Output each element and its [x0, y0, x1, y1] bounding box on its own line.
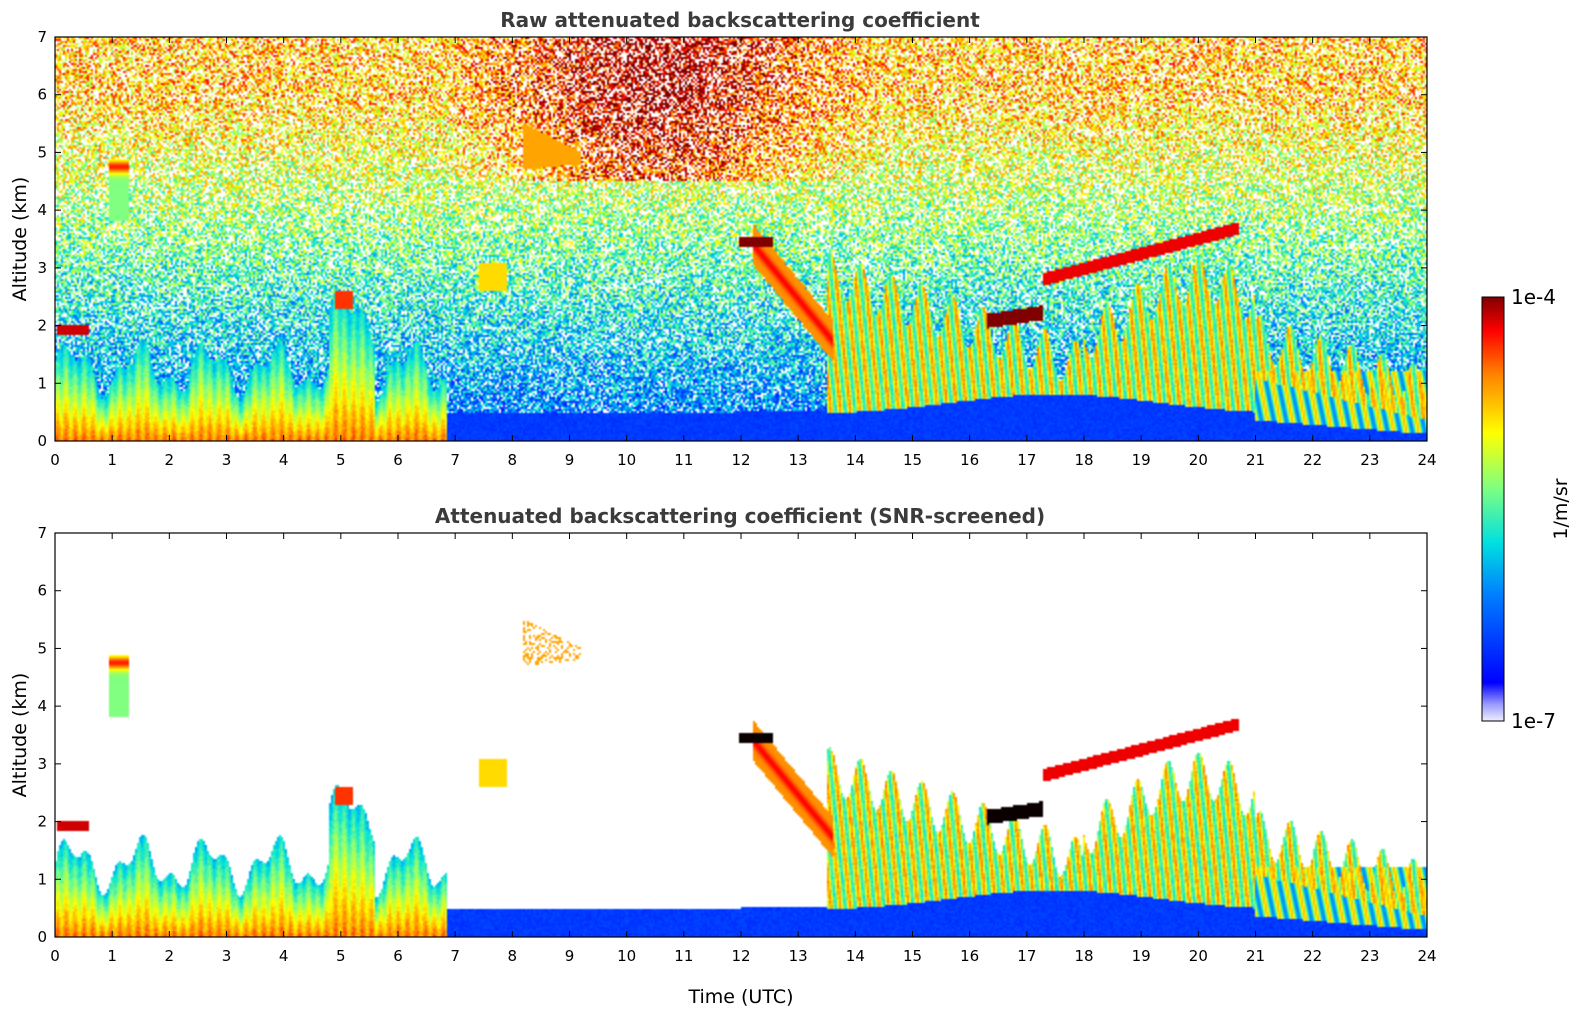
y-tick-label: 3 — [37, 755, 47, 773]
x-tick-label: 10 — [617, 947, 636, 965]
panel-screened-axes: 0 1 2 3 4 5 6 7 8 9 10 11 12 13 14 15 16 17 18 19 20 21 22 23 24… — [37, 524, 1436, 965]
x-tick-label: 18 — [1074, 451, 1093, 469]
x-tick-label: 21 — [1246, 947, 1265, 965]
x-tick-label: 10 — [617, 451, 636, 469]
x-tick-label: 13 — [789, 947, 808, 965]
raw-backscatter-heatmap — [55, 37, 1427, 441]
colorbar: 1e-4 1e-7 1/m/sr — [1481, 285, 1572, 733]
x-tick-label: 19 — [1132, 451, 1151, 469]
x-tick-label: 12 — [731, 947, 750, 965]
x-tick-label: 24 — [1417, 947, 1436, 965]
colorbar-max-label: 1e-4 — [1511, 285, 1556, 309]
x-tick-label: 9 — [565, 451, 575, 469]
panel-screened-title: Attenuated backscattering coefficient (S… — [435, 504, 1045, 528]
x-tick-label: 2 — [165, 947, 175, 965]
screened-backscatter-heatmap — [55, 533, 1427, 937]
x-tick-label: 22 — [1303, 451, 1322, 469]
y-tick-label: 1 — [37, 870, 47, 888]
panel-screened-ylabel: Altitude (km) — [9, 673, 31, 798]
x-tick-label: 11 — [674, 451, 693, 469]
x-tick-label: 1 — [107, 451, 117, 469]
x-tick-label: 17 — [1017, 451, 1036, 469]
x-tick-label: 4 — [279, 947, 289, 965]
x-tick-label: 14 — [846, 451, 865, 469]
x-tick-label: 18 — [1074, 947, 1093, 965]
x-tick-label: 16 — [960, 947, 979, 965]
colorbar-gradient — [1481, 296, 1505, 722]
x-tick-label: 15 — [903, 947, 922, 965]
x-tick-label: 0 — [50, 947, 60, 965]
panel-raw: Raw attenuated backscattering coefficien… — [9, 8, 1437, 469]
y-tick-label: 5 — [37, 143, 47, 161]
y-tick-label: 2 — [37, 813, 47, 831]
panel-raw-ylabel: Altitude (km) — [9, 177, 31, 302]
y-tick-label: 6 — [37, 582, 47, 600]
panel-raw-axes: 0 1 2 3 4 5 6 7 8 9 10 11 12 13 14 15 16 17 18 19 20 21 22 23 24… — [37, 28, 1436, 469]
x-tick-label: 5 — [336, 947, 346, 965]
y-tick-label: 2 — [37, 317, 47, 335]
y-tick-label: 4 — [37, 697, 47, 715]
x-tick-label: 20 — [1189, 451, 1208, 469]
panel-screened-plot-area — [54, 532, 1428, 938]
y-tick-label: 1 — [37, 374, 47, 392]
y-tick-label: 7 — [37, 524, 47, 542]
x-tick-label: 20 — [1189, 947, 1208, 965]
x-tick-label: 23 — [1360, 451, 1379, 469]
x-tick-label: 3 — [222, 451, 232, 469]
x-tick-label: 13 — [789, 451, 808, 469]
x-tick-label: 11 — [674, 947, 693, 965]
x-tick-label: 22 — [1303, 947, 1322, 965]
x-tick-label: 24 — [1417, 451, 1436, 469]
x-tick-label: 8 — [508, 947, 518, 965]
x-tick-label: 23 — [1360, 947, 1379, 965]
x-tick-label: 16 — [960, 451, 979, 469]
x-tick-label: 15 — [903, 451, 922, 469]
y-tick-label: 0 — [37, 928, 47, 946]
panel-screened: Attenuated backscattering coefficient (S… — [9, 504, 1437, 1008]
y-tick-label: 3 — [37, 259, 47, 277]
y-tick-label: 7 — [37, 28, 47, 46]
x-tick-label: 14 — [846, 947, 865, 965]
y-tick-label: 0 — [37, 432, 47, 450]
x-tick-label: 9 — [565, 947, 575, 965]
x-tick-label: 3 — [222, 947, 232, 965]
x-tick-label: 2 — [165, 451, 175, 469]
x-tick-label: 7 — [450, 947, 460, 965]
x-tick-label: 19 — [1132, 947, 1151, 965]
x-tick-label: 8 — [508, 451, 518, 469]
x-tick-label: 0 — [50, 451, 60, 469]
panel-raw-plot-area — [54, 36, 1428, 442]
y-tick-label: 4 — [37, 201, 47, 219]
x-tick-label: 21 — [1246, 451, 1265, 469]
colorbar-unit-label: 1/m/sr — [1550, 478, 1572, 539]
colorbar-min-label: 1e-7 — [1511, 709, 1556, 733]
panel-screened-xlabel: Time (UTC) — [687, 986, 793, 1008]
x-tick-label: 6 — [393, 947, 403, 965]
y-tick-label: 5 — [37, 639, 47, 657]
x-tick-label: 7 — [450, 451, 460, 469]
y-tick-label: 6 — [37, 86, 47, 104]
x-tick-label: 6 — [393, 451, 403, 469]
x-tick-label: 17 — [1017, 947, 1036, 965]
panel-raw-title: Raw attenuated backscattering coefficien… — [500, 8, 980, 32]
x-tick-label: 12 — [731, 451, 750, 469]
x-tick-label: 4 — [279, 451, 289, 469]
x-tick-label: 5 — [336, 451, 346, 469]
x-tick-label: 1 — [107, 947, 117, 965]
